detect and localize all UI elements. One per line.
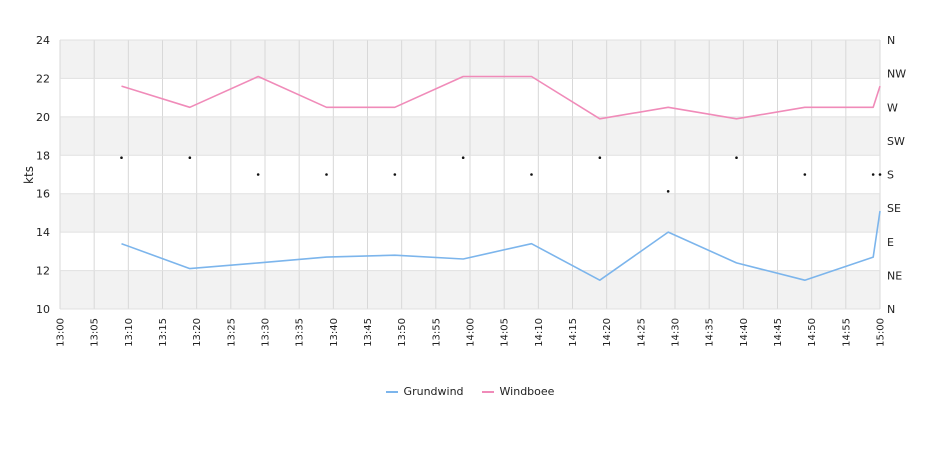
x-tick-label: 14:55 [841,318,852,347]
legend-item-windboee[interactable]: Windboee [481,385,555,398]
x-tick-label: 14:00 [466,318,477,347]
y2-tick-label: NE [887,269,902,282]
y-tick-label: 20 [36,111,50,124]
legend-label-grundwind: Grundwind [403,385,464,398]
direction-marker [188,156,192,159]
chart-plot: 13:00 13:05 13:10 13:15 13:20 13:25 13:30 13:35… [22,34,906,347]
y2-tick-label: SW [887,135,905,148]
y2-tick-label: S [887,169,894,182]
x-tick-label: 14:10 [534,318,545,347]
legend-swatch-grundwind [385,390,398,393]
direction-marker [325,173,328,176]
direction-marker [598,156,602,159]
y-axis-label: kts [22,166,36,184]
series-line-windboee [121,75,881,120]
y2-tick-label: W [887,101,898,114]
legend-label-windboee: Windboee [499,385,555,398]
x-tick-label: 14:25 [636,318,647,347]
x-tick-label: 13:45 [363,318,374,347]
x-tick-label: 14:30 [671,318,682,347]
y2-tick-label: N [887,303,895,316]
x-tick-label: 13:35 [295,318,306,347]
y2-tick-label: NW [887,68,906,81]
x-tick-label: 14:05 [500,318,511,347]
x-tick-label: 14:50 [807,318,818,347]
x-tick-label: 13:05 [90,318,101,347]
x-tick-label: 14:20 [602,318,613,347]
direction-marker [393,173,397,176]
y2-tick-label: N [887,34,895,47]
direction-marker [666,190,670,193]
x-tick-label: 14:40 [739,318,750,347]
y-tick-label: 16 [36,188,50,201]
x-tick-label: 13:55 [431,318,442,347]
direction-marker [803,173,807,176]
x-tick-label: 13:15 [158,318,169,347]
y-tick-label: 24 [36,34,50,47]
x-tick-label: 15:00 [876,318,887,347]
x-tick-label: 13:25 [226,318,237,347]
y-tick-label: 22 [36,72,50,85]
x-tick-label: 13:40 [329,318,340,347]
direction-marker [120,156,123,159]
y-tick-label: 18 [36,149,50,162]
direction-marker [530,173,533,176]
direction-marker [461,156,465,159]
legend-item-grundwind[interactable]: Grundwind [385,385,464,398]
chart-legend: Grundwind Windboee [0,385,940,398]
y2-tick-label: E [887,236,894,249]
y-tick-label: 14 [36,226,50,239]
x-tick-label: 13:20 [192,318,203,347]
x-tick-label: 13:00 [56,318,67,347]
direction-marker [871,173,875,176]
direction-marker [256,173,260,176]
direction-marker [735,156,738,159]
direction-marker [878,173,882,176]
x-tick-label: 13:50 [397,318,408,347]
x-tick-label: 13:30 [261,318,272,347]
series-line-grundwind [121,210,881,282]
y-tick-label: 10 [36,303,50,316]
x-tick-label: 14:35 [705,318,716,347]
y2-tick-label: SE [887,202,901,215]
y-tick-label: 12 [36,265,50,278]
x-tick-label: 14:45 [773,318,784,347]
x-tick-label: 13:10 [124,318,135,347]
legend-swatch-windboee [481,390,494,393]
x-tick-label: 14:15 [568,318,579,347]
